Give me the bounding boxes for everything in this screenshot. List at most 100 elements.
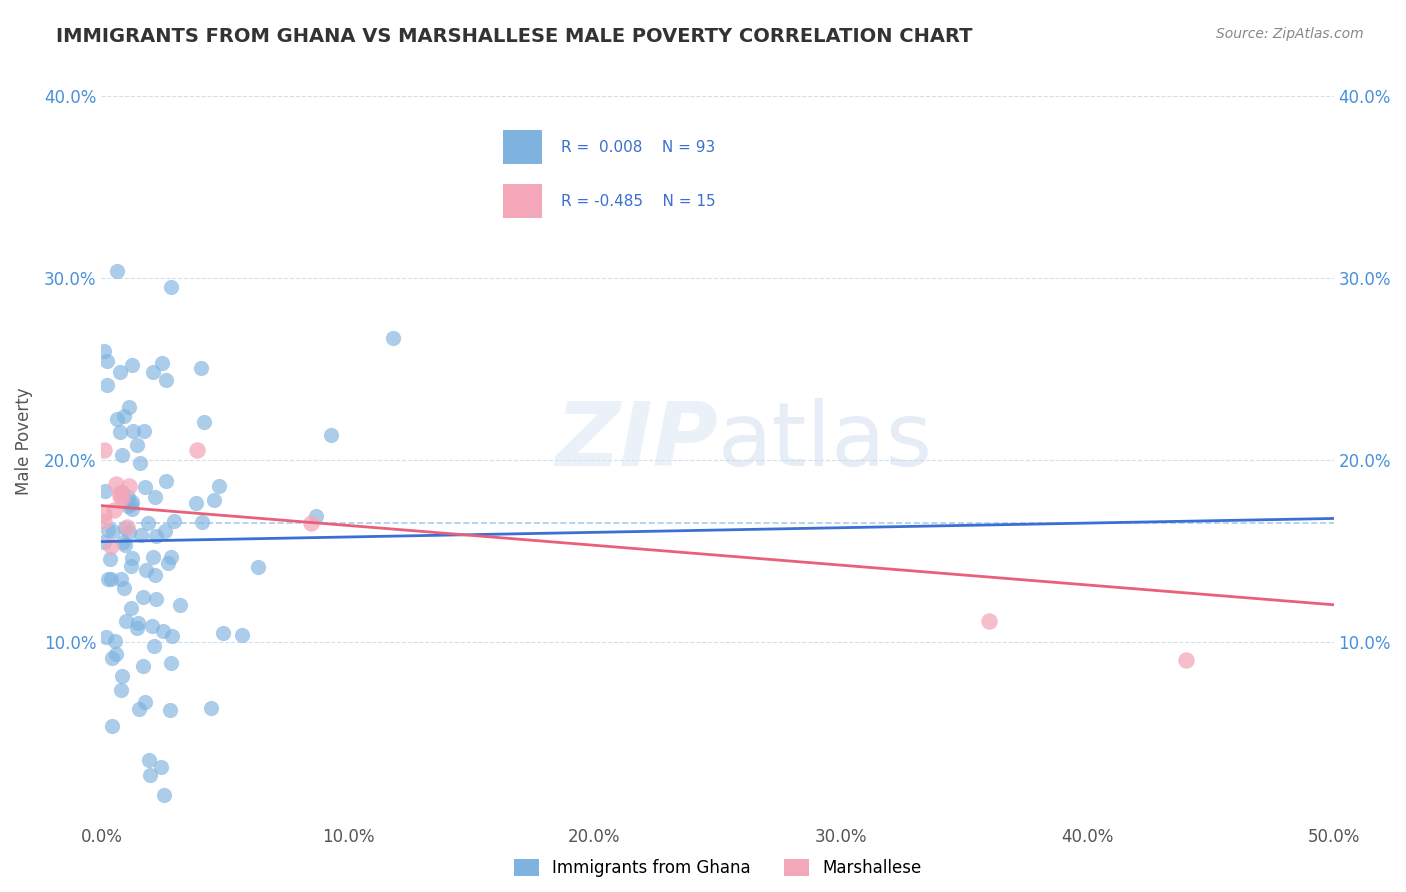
- Point: [143, 640, 166, 654]
- Text: atlas: atlas: [717, 398, 932, 485]
- Point: [134, 480, 156, 494]
- Point: [108, 489, 131, 503]
- Point: [155, 374, 177, 388]
- Point: [152, 624, 174, 638]
- Point: [96, 377, 118, 392]
- Point: [112, 581, 135, 595]
- Point: [160, 280, 183, 294]
- Point: [150, 356, 173, 370]
- Point: [96, 353, 118, 368]
- Point: [193, 415, 215, 429]
- Point: [143, 568, 166, 582]
- Point: [97, 524, 120, 538]
- Point: [246, 560, 269, 574]
- Point: [111, 669, 134, 683]
- Point: [305, 509, 328, 524]
- Point: [321, 428, 343, 442]
- Point: [104, 647, 127, 661]
- Point: [127, 615, 149, 630]
- Point: [1174, 653, 1197, 667]
- Point: [118, 401, 141, 415]
- Point: [117, 479, 139, 493]
- Point: [231, 628, 253, 642]
- Point: [120, 497, 142, 511]
- Point: [120, 601, 142, 615]
- Point: [142, 550, 165, 565]
- Point: [121, 550, 143, 565]
- Point: [110, 683, 132, 698]
- Point: [111, 485, 134, 500]
- Point: [105, 477, 128, 491]
- Legend: Immigrants from Ghana, Marshallese: Immigrants from Ghana, Marshallese: [508, 853, 928, 884]
- Point: [202, 493, 225, 508]
- Point: [108, 486, 131, 500]
- Point: [190, 360, 212, 375]
- Text: ZIP: ZIP: [555, 398, 717, 485]
- Point: [129, 527, 152, 541]
- Point: [111, 534, 134, 549]
- Point: [120, 558, 142, 573]
- Point: [93, 443, 115, 458]
- Point: [121, 495, 143, 509]
- Point: [118, 524, 141, 539]
- Y-axis label: Male Poverty: Male Poverty: [15, 388, 32, 495]
- Point: [129, 456, 152, 470]
- Point: [93, 534, 115, 549]
- Point: [127, 437, 149, 451]
- Point: [94, 483, 117, 498]
- Point: [139, 768, 162, 782]
- Point: [156, 556, 179, 570]
- Point: [163, 514, 186, 528]
- Point: [134, 695, 156, 709]
- Point: [138, 753, 160, 767]
- Point: [114, 614, 136, 628]
- Point: [101, 719, 124, 733]
- Point: [114, 521, 136, 535]
- Point: [143, 491, 166, 505]
- Point: [114, 539, 136, 553]
- Point: [125, 621, 148, 635]
- Point: [121, 502, 143, 516]
- Point: [186, 496, 208, 510]
- Point: [105, 264, 128, 278]
- Point: [136, 516, 159, 530]
- Point: [162, 629, 184, 643]
- Point: [100, 539, 122, 553]
- Point: [96, 631, 118, 645]
- Point: [131, 590, 153, 604]
- Point: [112, 409, 135, 423]
- Point: [150, 760, 173, 774]
- Point: [100, 552, 122, 566]
- Point: [115, 520, 138, 534]
- Point: [93, 514, 115, 528]
- Point: [381, 331, 404, 345]
- Point: [145, 529, 167, 543]
- Point: [121, 358, 143, 372]
- Point: [160, 656, 183, 670]
- Point: [977, 614, 1000, 628]
- Point: [103, 503, 125, 517]
- Point: [135, 563, 157, 577]
- Point: [104, 634, 127, 648]
- Point: [155, 524, 177, 538]
- Point: [110, 572, 132, 586]
- Point: [141, 619, 163, 633]
- Point: [117, 499, 139, 513]
- Text: IMMIGRANTS FROM GHANA VS MARSHALLESE MALE POVERTY CORRELATION CHART: IMMIGRANTS FROM GHANA VS MARSHALLESE MAL…: [56, 27, 973, 45]
- Point: [299, 516, 322, 531]
- Point: [169, 598, 191, 612]
- Point: [100, 572, 122, 586]
- Point: [142, 365, 165, 379]
- Point: [211, 625, 233, 640]
- Point: [117, 491, 139, 505]
- Point: [160, 549, 183, 564]
- Point: [97, 573, 120, 587]
- Point: [190, 515, 212, 529]
- Point: [200, 700, 222, 714]
- Point: [155, 474, 177, 488]
- Point: [121, 424, 143, 438]
- Point: [153, 788, 176, 802]
- Point: [93, 344, 115, 359]
- Point: [186, 442, 208, 457]
- Point: [145, 592, 167, 607]
